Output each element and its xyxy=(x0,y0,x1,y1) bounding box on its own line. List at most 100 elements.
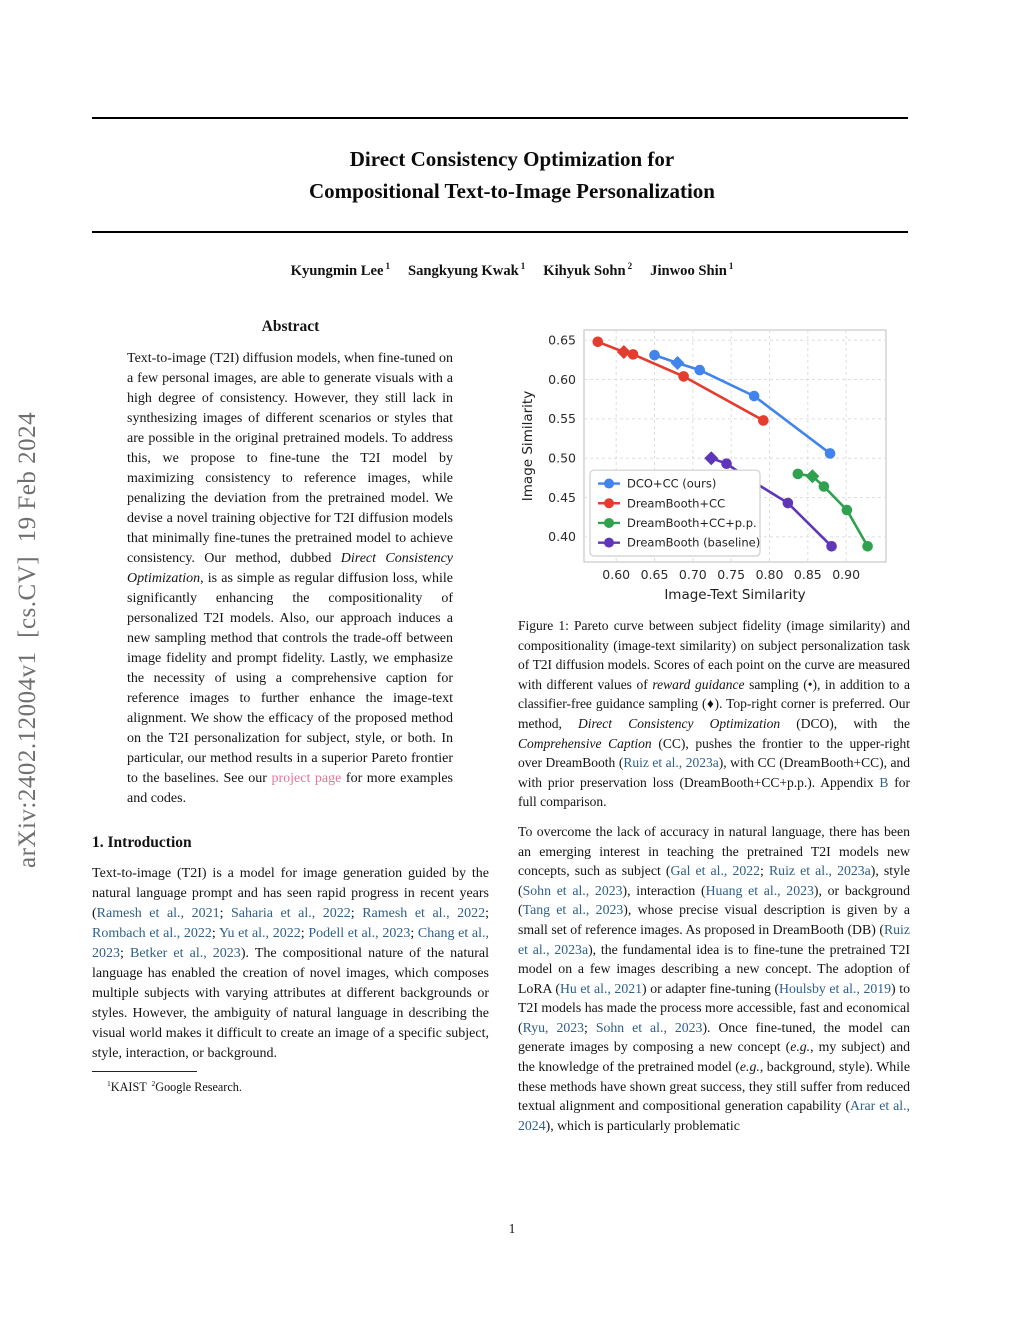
text-segment: , is as simple as regular diffusion loss… xyxy=(127,571,453,786)
legend-label: DreamBooth+CC xyxy=(627,496,725,510)
x-tick-label: 0.85 xyxy=(794,567,822,582)
x-tick-label: 0.60 xyxy=(602,567,630,582)
text-segment: ) to T2I models has made the process mor… xyxy=(518,980,910,1035)
data-point-circle xyxy=(782,497,794,509)
citation-link[interactable]: Gal et al., 2022 xyxy=(670,863,761,879)
data-point-circle xyxy=(792,468,804,480)
text-segment: KAIST xyxy=(110,1080,150,1095)
citation-link[interactable]: Chang et al., 2023 xyxy=(92,926,490,961)
citation-link[interactable]: Tang et al., 2023 xyxy=(522,902,624,918)
text-segment: Direct Consistency Optimization xyxy=(127,551,454,586)
y-tick-label: 0.65 xyxy=(548,333,576,348)
text-segment: ; xyxy=(485,906,489,921)
text-segment: To overcome the lack of accuracy in natu… xyxy=(518,823,910,879)
y-tick-label: 0.50 xyxy=(548,451,576,466)
text-segment: , my subject) and the knowledge of the p… xyxy=(518,1039,910,1075)
citation-link[interactable]: Sohn et al., 2023 xyxy=(522,882,623,898)
y-tick-label: 0.40 xyxy=(548,529,576,544)
citation-link[interactable]: Yu et al., 2022 xyxy=(218,926,301,941)
legend-marker-circle xyxy=(604,498,614,509)
data-point-circle xyxy=(592,336,604,348)
y-tick-label: 0.45 xyxy=(548,490,576,505)
author-name: Sangkyung Kwak 1 xyxy=(408,261,526,279)
citation-link[interactable]: Arar et al., 2024 xyxy=(518,1098,910,1133)
data-point-diamond xyxy=(704,451,719,466)
text-segment: ), with CC (DreamBooth+CC), and with pri… xyxy=(518,755,910,790)
text-segment: ; xyxy=(350,906,363,921)
data-point-circle xyxy=(841,504,853,516)
citation-link[interactable]: Ruiz et al., 2023a xyxy=(768,863,871,879)
data-point-circle xyxy=(826,540,837,552)
citation-link[interactable]: Rombach et al., 2022 xyxy=(92,926,212,941)
citation-link[interactable]: B xyxy=(879,774,889,790)
text-segment: e.g. xyxy=(790,1039,811,1055)
figure1-caption: Figure 1: Pareto curve between subject f… xyxy=(518,616,910,812)
data-point-circle xyxy=(678,371,689,382)
text-segment: for full comparison. xyxy=(518,774,910,810)
citation-link[interactable]: Ruiz et al., 2023a xyxy=(518,921,910,957)
text-segment: ), which is particularly problematic xyxy=(545,1117,740,1133)
data-point-circle xyxy=(721,458,732,469)
text-segment: ). Once fine-tuned, the model can genera… xyxy=(518,1019,910,1055)
citation-link[interactable]: Saharia et al., 2022 xyxy=(231,906,351,921)
text-segment: ; xyxy=(219,906,231,921)
citation-link[interactable]: Ryu, 2023 xyxy=(522,1019,585,1035)
data-point-circle xyxy=(824,448,836,459)
pareto-chart-svg: 0.60 0.65 0.70 0.75 0.80 0.85 0.90 0.40 0.45 0.50… xyxy=(518,318,910,602)
citation-link[interactable]: Betker et al., 2023 xyxy=(130,946,241,961)
citation-link[interactable]: Ruiz et al., 2023a xyxy=(623,755,719,771)
x-tick-label: 0.65 xyxy=(641,567,669,582)
text-segment: , background, style). While these method… xyxy=(518,1059,910,1114)
citation-link[interactable]: Podell et al., 2023 xyxy=(308,926,411,941)
x-axis-label: Image-Text Similarity xyxy=(664,587,805,602)
author-affiliation-sup: 1 xyxy=(728,261,734,271)
text-segment: Direct Consistency Optimization xyxy=(578,715,781,731)
author-affiliation-sup: 1 xyxy=(385,261,391,271)
legend-box xyxy=(589,469,761,557)
author-name: Kihyuk Sohn 2 xyxy=(543,261,633,279)
citation-link[interactable]: Ramesh et al., 2022 xyxy=(362,906,486,921)
data-point-diamond xyxy=(670,356,685,371)
paper-title: Direct Consistency Optimization for Comp… xyxy=(0,143,1024,207)
citation-link[interactable]: Sohn et al., 2023 xyxy=(595,1019,703,1035)
text-segment: ; xyxy=(410,926,418,941)
text-segment: Text-to-image (T2I) is a model for image… xyxy=(92,866,489,921)
text-segment: ; xyxy=(300,926,309,941)
data-point-circle xyxy=(818,481,830,492)
text-segment: Text-to-image (T2I) diffusion models, wh… xyxy=(127,351,453,566)
header-rule-top xyxy=(92,117,908,119)
legend-label: DCO+CC (ours) xyxy=(627,477,716,491)
abstract-heading: Abstract xyxy=(261,318,320,335)
legend-marker-circle xyxy=(604,537,614,548)
legend-label: DreamBooth+CC+p.p. xyxy=(627,516,757,530)
paper-title-line1: Direct Consistency Optimization for xyxy=(349,147,675,171)
data-point-diamond xyxy=(805,469,820,484)
data-point-circle xyxy=(748,390,760,402)
text-segment: ), the fundamental idea is to fine-tune … xyxy=(518,941,911,996)
text-segment: sampling (•), in addition to a classifie… xyxy=(518,676,910,731)
header-rule-bottom xyxy=(92,231,908,233)
y-tick-label: 0.60 xyxy=(548,372,576,387)
y-axis-label: Image Similarity xyxy=(520,391,536,501)
text-segment: ), interaction ( xyxy=(622,882,706,898)
section-heading-introduction: 1. Introduction xyxy=(92,834,192,851)
citation-link[interactable]: Houlsby et al., 2019 xyxy=(779,980,892,996)
abstract-body: Text-to-image (T2I) diffusion models, wh… xyxy=(127,349,453,809)
citation-link[interactable]: Hu et al., 2021 xyxy=(559,980,643,996)
x-tick-label: 0.70 xyxy=(679,567,707,582)
project-page-link[interactable]: project page xyxy=(271,771,342,786)
text-segment: ) or adapter fine-tuning ( xyxy=(642,980,780,996)
citation-link[interactable]: Ramesh et al., 2021 xyxy=(96,906,220,921)
introduction-paragraph: Text-to-image (T2I) is a model for image… xyxy=(92,864,489,1064)
data-point-circle xyxy=(862,540,873,552)
data-point-circle xyxy=(649,349,660,361)
data-point-circle xyxy=(694,364,706,376)
author-name: Jinwoo Shin 1 xyxy=(650,261,734,279)
text-segment: Comprehensive Caption xyxy=(518,735,652,751)
x-tick-label: 0.80 xyxy=(756,567,784,582)
citation-link[interactable]: Huang et al., 2023 xyxy=(705,882,814,898)
author-name: Kyungmin Lee 1 xyxy=(290,261,391,279)
arxiv-watermark: arXiv:2402.12004v1 [cs.CV] 19 Feb 2024 xyxy=(14,411,41,869)
left-column: Abstract Text-to-image (T2I) diffusion m… xyxy=(92,318,489,1095)
author-list: Kyungmin Lee 1 Sangkyung Kwak 1 Kihyuk Sohn 2… xyxy=(0,261,1024,280)
